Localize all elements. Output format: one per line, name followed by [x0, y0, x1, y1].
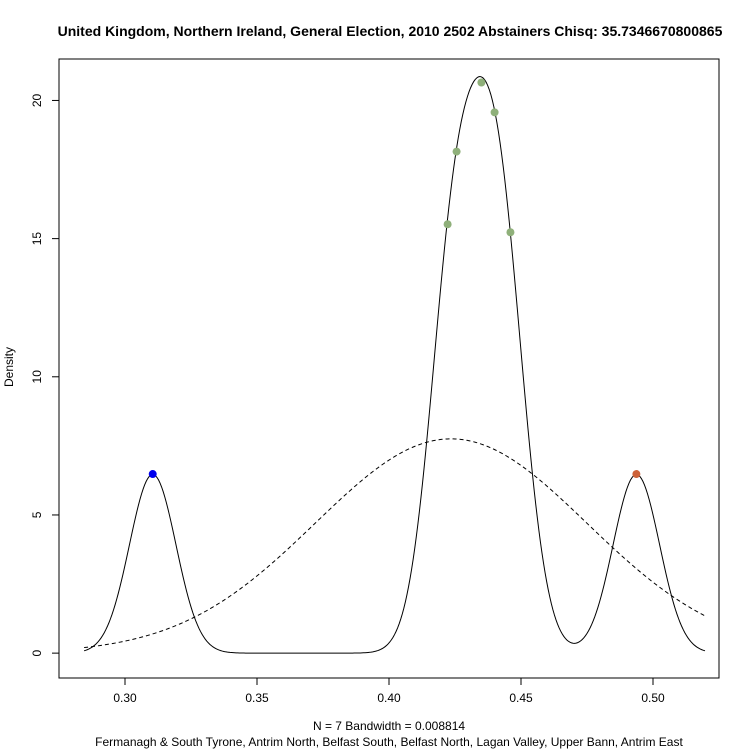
y-tick-label: 20: [30, 93, 44, 107]
y-tick-label: 5: [30, 511, 44, 518]
x-axis: 0.30 0.35 0.40 0.45 0.50: [113, 678, 665, 705]
data-point: [632, 470, 641, 479]
data-points: [148, 78, 641, 479]
x-tick-label: 0.40: [377, 691, 401, 705]
y-axis-label: Density: [2, 347, 16, 387]
x-axis-label: N = 7 Bandwidth = 0.008814: [313, 719, 465, 733]
y-tick-label: 15: [30, 232, 44, 246]
data-point: [506, 228, 515, 237]
data-point: [443, 220, 452, 229]
data-point: [452, 147, 461, 156]
chart-title: United Kingdom, Northern Ireland, Genera…: [58, 23, 723, 39]
chart-subtitle: Fermanagh & South Tyrone, Antrim North, …: [95, 735, 683, 749]
x-tick-label: 0.45: [509, 691, 533, 705]
data-point: [148, 470, 157, 479]
y-axis: 0 5 10 15 20: [30, 93, 59, 656]
y-tick-label: 0: [30, 649, 44, 656]
data-point: [477, 78, 486, 87]
x-tick-label: 0.35: [245, 691, 269, 705]
x-tick-label: 0.50: [641, 691, 665, 705]
kde-density-line: [83, 76, 706, 654]
plot-frame: [58, 58, 720, 679]
y-tick-label: 10: [30, 370, 44, 384]
normal-curve-line: [84, 438, 706, 649]
x-tick-label: 0.30: [113, 691, 137, 705]
data-point: [490, 108, 499, 117]
